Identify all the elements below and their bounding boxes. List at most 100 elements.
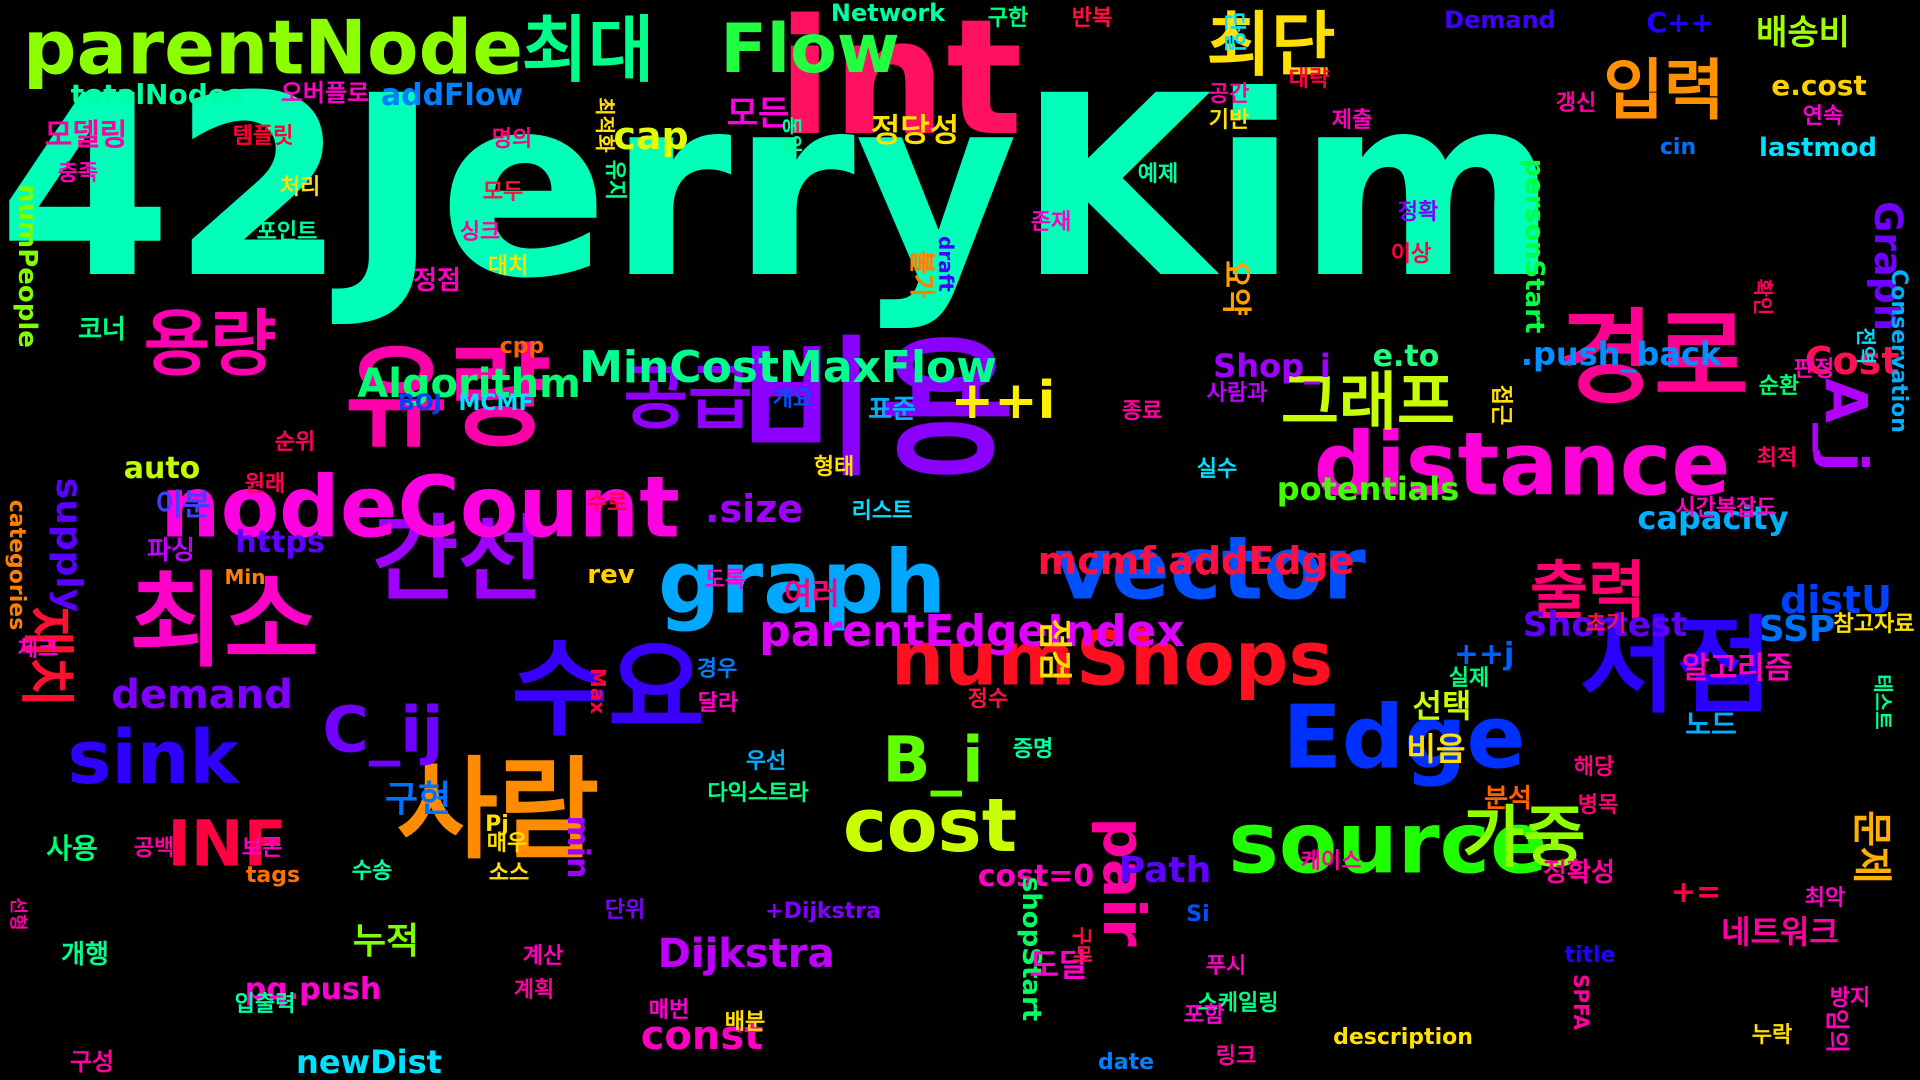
cloud-word-term-170: 접근 [1488, 384, 1513, 426]
cloud-word-term-112: 정점 [413, 266, 461, 296]
cloud-word-term-139: 동일 [780, 116, 804, 154]
cloud-word-term-138: 연속 [1802, 104, 1844, 129]
cloud-word-term-151: 순환 [1758, 374, 1800, 399]
cloud-word-term-168: 초기 [1585, 612, 1627, 637]
cloud-word-c-ij-30: C_ij [322, 693, 444, 767]
cloud-word-term-142: 정확 [1397, 200, 1439, 225]
cloud-word-term-8: 최소 [129, 561, 319, 682]
cloud-word-term-160: 케이스 [1300, 849, 1362, 874]
cloud-word-term-3: 유량 [344, 333, 552, 463]
cloud-word-term-26: 그래프 [1281, 365, 1455, 439]
cloud-word-term-114: 파싱 [147, 536, 195, 566]
cloud-word-newdist-57: newDist [296, 1043, 442, 1080]
cloud-word-demand-69: Demand [1444, 6, 1556, 34]
cloud-word-term-133: 공간 [1208, 82, 1250, 107]
cloud-word-min-97: min [560, 815, 595, 879]
cloud-word-term-24: 입력 [1603, 52, 1725, 129]
cloud-word-term-150: 최악 [1804, 886, 1846, 911]
cloud-word-numshops-16: numShops [890, 614, 1334, 703]
cloud-word-draft-91: draft [934, 236, 958, 292]
cloud-word-term-104: 구현 [384, 779, 452, 820]
cloud-word-term-125: 싱크 [459, 220, 501, 245]
cloud-word-term-117: 구성 [69, 1048, 115, 1076]
cloud-word-term-103: 비음 [1406, 730, 1466, 768]
cloud-word-term-178: 정수 [967, 687, 1009, 712]
cloud-word-term-143: 존재 [1030, 210, 1072, 235]
cloud-word-term-147: 판정 [1793, 357, 1835, 382]
cloud-word-push-back-51: .push_back [1520, 335, 1722, 373]
cloud-word-term-126: 모두 [482, 180, 524, 205]
cloud-word-supply-41: supply [48, 477, 89, 613]
cloud-word-term-7: 경로 [1559, 298, 1749, 419]
cloud-word-term-154: 노드 [1685, 708, 1737, 741]
cloud-word-term-108: 점검 [1034, 618, 1074, 682]
cloud-word-term-180: 경우 [696, 657, 738, 682]
cloud-word-potentials-49: potentials [1276, 470, 1460, 508]
cloud-word-term-111: 표준 [868, 395, 916, 425]
cloud-word-addflow-61: addFlow [380, 78, 524, 113]
cloud-word-term-64: 모든 [726, 94, 790, 134]
cloud-word-term-2: 비용 [738, 323, 1016, 497]
cloud-word-term-167: 임의 [1823, 1008, 1851, 1054]
cloud-word-tags-83: tags [245, 863, 301, 888]
cloud-word-term-174: 리스트 [851, 499, 913, 524]
cloud-word-term-149: 테스트 [1871, 674, 1895, 730]
cloud-word-term-122: 처리 [279, 175, 321, 200]
cloud-word-categories-79: categories [4, 499, 29, 631]
cloud-word-boj-89: BOJ [398, 391, 442, 416]
cloud-word-term-4: 사람 [396, 746, 600, 874]
cloud-word-cap-63: cap [613, 114, 689, 158]
cloud-word-parentedgeindex-37: parentEdgeIndex [759, 606, 1185, 657]
cloud-word-parentnode-17: parentNode [22, 3, 524, 92]
cloud-word-term-183: 다익스트라 [707, 781, 809, 806]
cloud-word-term-188: 단위 [604, 898, 646, 923]
cloud-word-edge-13: Edge [1282, 686, 1526, 789]
cloud-word-flow-22: Flow [720, 10, 900, 89]
cloud-word-spfa-81: SPFA [1569, 974, 1593, 1030]
cloud-word-personstart-59: personStart [1519, 158, 1549, 334]
cloud-word-network-68: Network [830, 0, 946, 27]
cloud-word-term-20: 용량 [143, 302, 277, 386]
cloud-word-term-155: 실제 [1448, 666, 1490, 691]
cloud-word-term-177: 도록 [704, 568, 746, 593]
cloud-word-j-93: ++j [1453, 637, 1515, 672]
cloud-word-term-140: 유지 [602, 159, 627, 201]
cloud-word-pj-96: Pj [485, 812, 509, 837]
cloud-word-term-187: 계획 [513, 978, 555, 1003]
cloud-word-term-132: 단일 [1221, 11, 1246, 53]
cloud-word-term-120: 순위 [274, 430, 316, 455]
cloud-word-mcmf-addedge-38: mcmf.addEdge [1037, 539, 1355, 583]
cloud-word-term-123: 포인트 [256, 220, 318, 245]
cloud-word-term-169: 구매 [1070, 926, 1094, 964]
cloud-word-term-190: 배분 [724, 1010, 766, 1035]
cloud-word-term-9: 간선 [372, 505, 544, 614]
cloud-word-dijkstra-92: +Dijkstra [765, 899, 881, 924]
cloud-word-term-94: += [1670, 875, 1722, 910]
cloud-word-term-27: 출력 [1530, 554, 1646, 628]
cloud-word-term-193: 공백 [133, 836, 175, 861]
cloud-word-term-136: 제출 [1331, 108, 1373, 133]
cloud-word-term-100: 알고리즘 [1681, 651, 1793, 686]
cloud-word-term-115: 사용 [46, 832, 98, 865]
cloud-word-auto-75: auto [123, 451, 201, 486]
cloud-word-vector-11: vector [1054, 517, 1366, 620]
cloud-word-term-195: 개요 [772, 387, 814, 412]
cloud-word-mcmf-88: MCMF [458, 391, 534, 416]
cloud-word-c-67: C++ [1646, 6, 1714, 39]
cloud-word-graph-12: graph [657, 531, 947, 634]
cloud-word-term-191: 수송 [351, 859, 393, 884]
cloud-word-title-80: title [1564, 943, 1616, 968]
cloud-word-term-106: 도달 [1029, 946, 1089, 984]
cloud-word-cpp-87: cpp [499, 334, 545, 359]
cloud-word-term-23: 최단 [1206, 4, 1336, 86]
cloud-word-term-70: 정당성 [870, 111, 960, 149]
cloud-word-description-84: description [1333, 1025, 1473, 1050]
cloud-word-a-j-33: A_j [1812, 378, 1880, 472]
cloud-word-term-185: 소스 [488, 861, 530, 886]
cloud-word-term-102: 선택 [1412, 687, 1472, 725]
cloud-word-term-121: 원래 [244, 472, 286, 497]
cloud-word-sink-19: sink [67, 715, 239, 801]
cloud-word-cin-86: cin [1659, 135, 1697, 160]
cloud-word-https-74: https [235, 525, 325, 560]
cloud-word-algorithm-39: Algorithm [357, 361, 581, 407]
